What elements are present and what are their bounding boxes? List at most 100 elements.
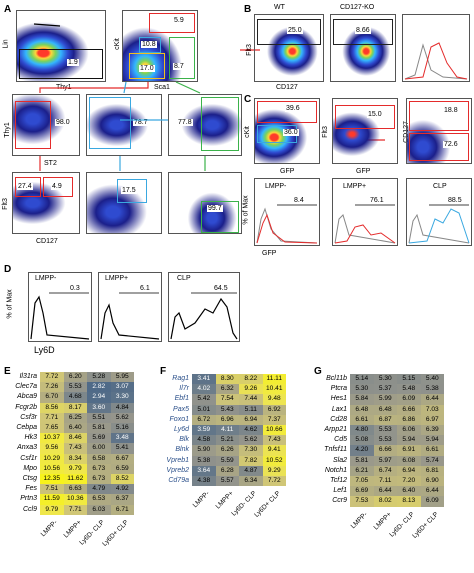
heatmap-cell: 9.41 — [262, 445, 286, 456]
gene-label: Tcf12 — [330, 477, 347, 484]
heatmap-cell: 9.29 — [262, 465, 286, 476]
hist-d1-title: LMPP- — [35, 275, 57, 282]
gate-778 — [201, 97, 239, 151]
heatmap-cell: 7.43 — [262, 435, 286, 446]
gate-787 — [89, 97, 131, 149]
gene-label: Cd28 — [330, 415, 347, 423]
heatmap-cell: 5.59 — [215, 455, 239, 466]
pct-max-axis-label-d: % of Max — [6, 289, 14, 319]
heatmap-cell: 6.48 — [373, 404, 397, 415]
heatmap-cell: 5.94 — [397, 435, 421, 446]
gate-175-value: 17.5 — [121, 187, 137, 194]
histogram-b-curves — [404, 42, 468, 80]
heatmap-cell: 5.97 — [373, 455, 397, 466]
hist-d2-title: LMPP+ — [105, 275, 129, 282]
heatmap-cell: 5.11 — [239, 404, 263, 415]
hist-c3-value: 88.5 — [447, 197, 463, 204]
heatmap-cell: 4.11 — [215, 425, 239, 436]
heatmap-cell: 6.09 — [397, 394, 421, 405]
gate-lin-value: 1.9 — [67, 59, 79, 66]
heatmap-cell: 6.08 — [397, 455, 421, 466]
gate-726 — [409, 133, 469, 161]
gene-label: Arpp21 — [324, 426, 347, 433]
gene-label: Lax1 — [331, 405, 347, 413]
thy1-left-axis-label: Thy1 — [3, 122, 11, 138]
gene-label: Ctsg — [22, 475, 37, 482]
heatmap-cell: 6.66 — [373, 445, 397, 456]
gate-59-value: 5.9 — [173, 17, 185, 24]
gene-label: Abca9 — [17, 393, 37, 401]
plot-thy1-st2: 98.0 — [12, 94, 80, 156]
heatmap-cell: 11.62 — [63, 474, 87, 485]
heatmap-cell: 8.46 — [63, 433, 87, 444]
hist-c-clp: CLP 88.5 — [406, 178, 472, 246]
plot-green-2: 77.8 — [168, 94, 242, 156]
heatmap-cell: 8.34 — [63, 453, 87, 464]
flt3-axis-label-c: Flt3 — [321, 126, 329, 138]
gate-170 — [129, 53, 165, 79]
heatmap-cell: 4.68 — [63, 392, 87, 403]
gene-label: Tnfsf11 — [324, 446, 347, 454]
hist-c3-title: CLP — [433, 183, 447, 190]
heatmap-cell: 4.87 — [239, 465, 263, 476]
panel-label-f: F — [160, 366, 167, 377]
heatmap-cell: 6.34 — [239, 476, 263, 487]
cd127-ko-label: CD127-KO — [340, 4, 375, 11]
heatmap-cell: 6.73 — [87, 474, 111, 485]
heatmap-cell: 6.32 — [215, 384, 239, 395]
gate-726-value: 72.6 — [443, 141, 459, 148]
heatmap-cell: 4.80 — [350, 425, 374, 436]
gene-label: Mpo — [23, 464, 37, 472]
heatmap-cell: 6.58 — [87, 453, 111, 464]
heatmap-cell: 7.03 — [420, 404, 444, 415]
panel-label-e: E — [4, 366, 11, 377]
heatmap-cell: 7.71 — [40, 412, 64, 423]
heatmap-cell: 7.65 — [40, 423, 64, 434]
heatmap-cell: 4.20 — [350, 445, 374, 456]
heatmap-cell: 7.44 — [239, 394, 263, 405]
heatmap-cell: 10.29 — [40, 453, 64, 464]
heatmap-cell: 5.53 — [63, 382, 87, 393]
heatmap-cell: 5.21 — [215, 435, 239, 446]
hist-d3-title: CLP — [177, 275, 191, 282]
heatmap-cell: 4.38 — [192, 476, 216, 487]
gate-997 — [201, 201, 239, 233]
gate-87-value: 8.7 — [173, 63, 185, 70]
heatmap-cell: 9.79 — [63, 463, 87, 474]
gate-ko-value: 8.66 — [355, 27, 371, 34]
heatmap-cell: 6.44 — [373, 486, 397, 497]
hist-c1-curves — [256, 204, 318, 244]
plot-blue-2: 78.7 — [86, 94, 162, 156]
heatmap-cell: 7.54 — [215, 394, 239, 405]
gene-label: Hes1 — [330, 395, 347, 403]
heatmap-cell: 7.30 — [239, 445, 263, 456]
gene-label: Clec7a — [15, 383, 37, 391]
flt3-axis-label-a: Flt3 — [1, 198, 9, 210]
heatmap-cell: 8.56 — [40, 402, 64, 413]
heatmap-cell: 5.15 — [397, 374, 421, 385]
gate-188 — [409, 101, 469, 131]
heatmap-cell: 5.57 — [215, 476, 239, 487]
gate-274 — [15, 177, 41, 197]
heatmap-cell: 7.72 — [262, 476, 286, 487]
hist-c1-value: 8.4 — [293, 197, 305, 204]
heatmap-cell: 6.86 — [397, 414, 421, 425]
gate-360-value: 36.0 — [283, 129, 299, 136]
heatmap-cell: 6.21 — [350, 465, 374, 476]
heatmap-cell: 5.53 — [373, 425, 397, 436]
gate-87 — [169, 37, 195, 79]
gate-787-value: 78.7 — [133, 119, 149, 126]
hist-d2-curve — [100, 292, 160, 340]
heatmap-cell: 2.82 — [87, 382, 111, 393]
gate-ko — [333, 19, 393, 45]
plot-b-histogram — [402, 14, 470, 82]
heatmap-cell: 5.62 — [239, 435, 263, 446]
heatmap-cell: 5.30 — [373, 374, 397, 385]
heatmap-cell: 6.71 — [110, 504, 134, 515]
gfp-axis-label-c1: GFP — [280, 168, 295, 175]
heatmap-cell: 9.56 — [40, 443, 64, 454]
pct-max-axis-label-c: % of Max — [242, 195, 250, 225]
hist-d-lmpp-minus: LMPP- 0.3 — [28, 272, 92, 342]
gene-label: Hk3 — [24, 434, 37, 442]
gate-188-value: 18.8 — [443, 107, 459, 114]
